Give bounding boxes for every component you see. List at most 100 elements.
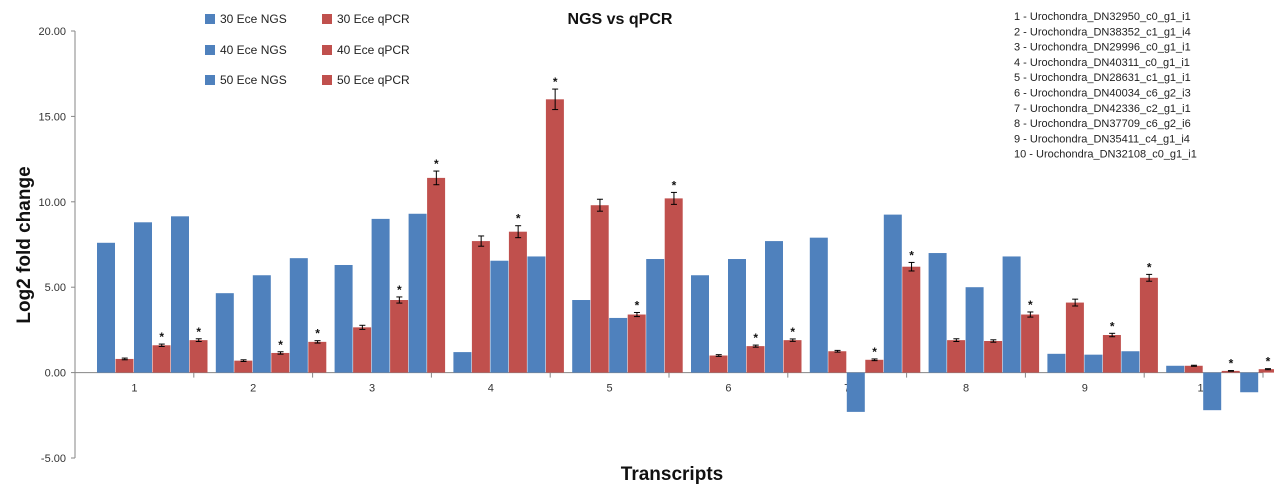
chart-title: NGS vs qPCR [568,11,673,28]
bar [408,213,427,373]
y-tick-label: 15.00 [38,111,66,123]
legend-label: 30 Ece NGS [220,12,287,26]
bar [371,218,390,373]
bar [353,327,372,373]
legend-swatch [205,14,215,24]
significance-marker: * [196,325,201,339]
bar [308,341,327,373]
bar [134,222,152,373]
bar [572,300,591,373]
legend-swatch [205,75,215,85]
transcript-key-entry: 7 - Urochondra_DN42336_c2_g1_i1 [1014,103,1191,115]
x-tick-label: 9 [1082,383,1088,395]
bar [1184,365,1203,373]
bar [1021,314,1040,373]
bar [545,99,564,373]
bar [215,293,234,373]
significance-marker: * [1229,357,1234,371]
bar [691,275,709,373]
bar [189,340,208,373]
legend-label: 30 Ece qPCR [337,12,410,26]
bar [234,360,253,373]
transcript-key: 1 - Urochondra_DN32950_c0_g1_i1 2 - Uroch… [1014,11,1197,161]
y-tick-label: 20.00 [38,26,66,38]
transcript-key-entry: 4 - Urochondra_DN40311_c0_g1_i1 [1014,57,1190,69]
significance-marker: * [790,325,795,339]
transcript-key-entry: 1 - Urochondra_DN32950_c0_g1_i1 [1014,11,1191,23]
x-tick-label: 4 [488,383,494,395]
bar [252,275,271,373]
legend-label: 50 Ece qPCR [337,73,410,87]
x-tick-label: 1 [131,383,137,395]
significance-marker: * [397,283,402,297]
significance-marker: * [315,327,320,341]
bar [1047,353,1066,373]
x-tick-label: 6 [725,383,731,395]
significance-marker: * [672,178,677,192]
x-axis-title: Transcripts [621,464,723,485]
bar [427,177,446,373]
significance-marker: * [434,157,439,171]
bar [746,346,765,373]
bar [490,260,509,373]
bar [902,266,921,373]
legend-label: 40 Ece qPCR [337,43,410,57]
bar [928,253,947,373]
bar [1258,369,1274,373]
significance-marker: * [1266,355,1271,369]
bar [1139,277,1158,373]
significance-marker: * [909,248,914,262]
bar [1203,372,1222,411]
y-axis-title: Log2 fold change [14,166,35,323]
bar [809,237,828,373]
legend: 30 Ece NGS 30 Ece qPCR 40 Ece NGS 40 Ece qP… [205,12,410,87]
bar [390,300,409,373]
bar [709,355,728,373]
bar [728,259,746,373]
significance-marker: * [872,345,877,359]
bar [289,258,308,373]
significance-marker: * [1147,260,1152,274]
bar [984,341,1003,373]
bar [334,264,353,373]
x-tick-label: 2 [250,383,256,395]
legend-label: 40 Ece NGS [220,43,287,57]
bar [471,241,490,373]
bar [1121,351,1140,373]
transcript-key-entry: 5 - Urochondra_DN28631_c1_g1_i1 [1014,72,1191,84]
legend-swatch [322,75,332,85]
bar [865,359,884,373]
bar [152,345,171,373]
bar [947,340,966,373]
bar [271,352,290,373]
significance-marker: * [635,298,640,312]
bar [664,198,683,373]
transcript-key-entry: 9 - Urochondra_DN35411_c4_g1_i4 [1014,133,1190,145]
bar [1166,365,1185,373]
x-tick-label: 3 [369,383,375,395]
y-tick-label: -5.00 [41,453,66,465]
bar [627,314,646,373]
significance-marker: * [516,212,521,226]
bar [765,241,783,373]
y-tick-label: 0.00 [45,368,66,380]
significance-marker: * [553,75,558,89]
bar [1221,370,1240,373]
significance-marker: * [278,338,283,352]
transcript-key-entry: 3 - Urochondra_DN29996_c0_g1_i1 [1014,42,1191,54]
bar [453,352,472,373]
bar [846,372,865,412]
significance-marker: * [159,330,164,344]
bar [1002,256,1021,373]
bar [1065,302,1084,373]
bar [527,256,546,373]
bar [508,231,527,373]
legend-swatch [322,45,332,55]
bar [1084,354,1103,373]
transcript-key-entry: 6 - Urochondra_DN40034_c6_g2_i3 [1014,88,1191,100]
bar [1240,372,1259,393]
x-tick-label: 5 [607,383,613,395]
bar [646,259,665,373]
y-tick-label: 5.00 [45,282,66,294]
legend-swatch [205,45,215,55]
